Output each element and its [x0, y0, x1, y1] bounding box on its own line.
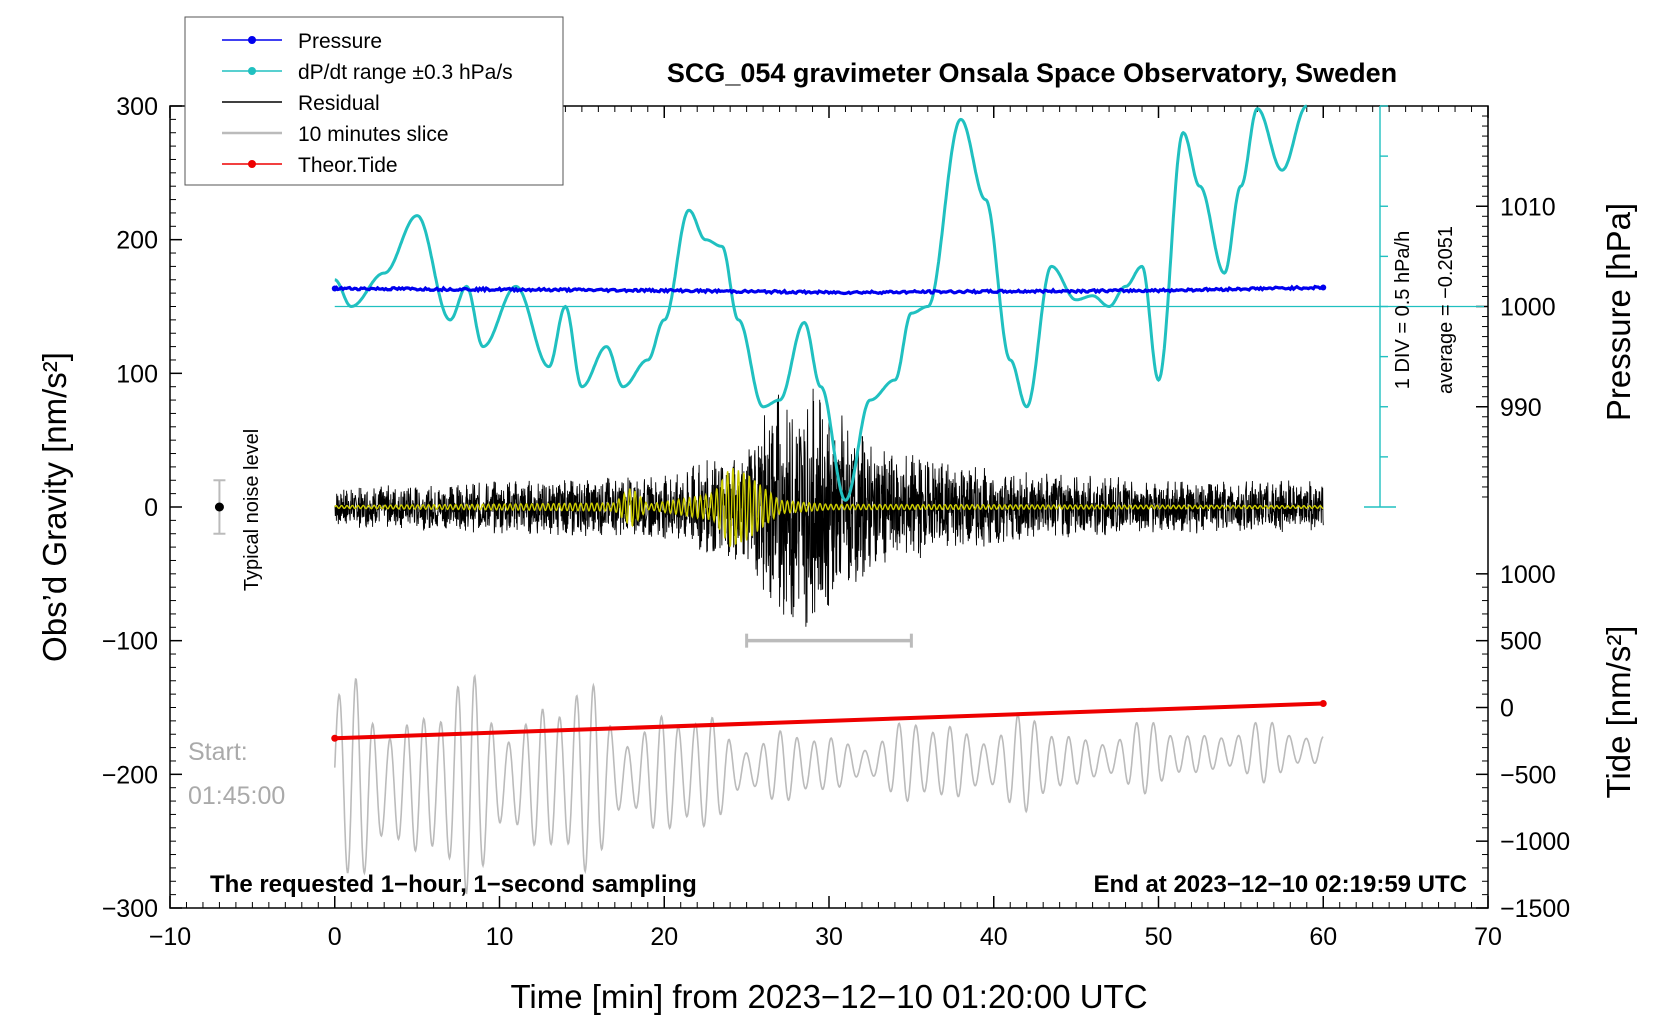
legend-label: Pressure	[298, 30, 382, 53]
pressure-tick-label: 1010	[1500, 193, 1556, 221]
x-tick-label: 60	[1309, 923, 1337, 951]
filtered-residual-series	[334, 468, 1324, 547]
y-axis-title: Obs’d Gravity [nm/s²]	[36, 352, 73, 662]
legend-marker	[248, 160, 256, 168]
pressure-tick-label: 1000	[1500, 294, 1556, 322]
y-tick-label: 200	[116, 227, 158, 255]
x-tick-label: 20	[650, 923, 678, 951]
legend-label: dP/dt range ±0.3 hPa/s	[298, 61, 513, 84]
pressure-start-point	[331, 285, 338, 292]
tide-tick-label: 0	[1500, 695, 1514, 723]
tide-tick-label: −1500	[1500, 895, 1570, 923]
pressure-axis-title: Pressure [hPa]	[1600, 203, 1637, 421]
pressure-end-point	[1320, 284, 1327, 291]
dpdt-series	[334, 104, 1484, 508]
y-tick-label: −300	[102, 895, 158, 923]
pressure-tick-label: 990	[1500, 394, 1542, 422]
y-tick-label: −100	[102, 628, 158, 656]
y-tick-label: −200	[102, 761, 158, 789]
footer-left-note: The requested 1−hour, 1−second sampling	[210, 871, 697, 898]
tide-tick-label: −500	[1500, 761, 1556, 789]
noise-level-label: Typical noise level	[241, 429, 263, 591]
x-tick-label: 30	[815, 923, 843, 951]
slice-series	[334, 673, 1324, 895]
dpdt-line	[334, 104, 1308, 502]
tide-line	[334, 701, 1324, 741]
pressure-series	[331, 284, 1327, 296]
y-tick-label: 100	[116, 360, 158, 388]
tide-series	[331, 699, 1327, 742]
x-tick-label: 10	[486, 923, 514, 951]
pressure-line	[333, 284, 1324, 296]
start-label: Start:	[188, 738, 248, 766]
tide-axis-ticks: −1500 −1000 −500 0 500 1000	[1476, 561, 1570, 923]
x-axis-title: Time [min] from 2023−12−10 01:20:00 UTC	[510, 978, 1147, 1015]
x-axis-ticks: −10 0 10 20 30 40 50 60 70	[149, 106, 1502, 951]
pressure-axis-ticks: 990 1000 1010	[1476, 115, 1556, 498]
x-tick-label: 0	[328, 923, 342, 951]
y-tick-label: 0	[144, 494, 158, 522]
x-tick-label: −10	[149, 923, 191, 951]
tide-end-point	[1319, 699, 1327, 707]
slice-line	[334, 673, 1324, 895]
legend-marker	[248, 67, 256, 75]
tide-tick-label: 1000	[1500, 561, 1556, 589]
legend-box	[184, 16, 564, 186]
chart-title: SCG_054 gravimeter Onsala Space Observat…	[667, 58, 1397, 88]
tide-tick-label: −1000	[1500, 828, 1570, 856]
pressure-div-label: 1 DIV = 0.5 hPa/h	[1392, 231, 1414, 389]
tide-start-point	[331, 734, 339, 742]
x-tick-label: 50	[1145, 923, 1173, 951]
x-tick-label: 70	[1474, 923, 1502, 951]
annotations	[213, 479, 913, 648]
tide-tick-label: 500	[1500, 628, 1542, 656]
legend-label: Theor.Tide	[298, 154, 398, 177]
y-axis-ticks: −300 −200 −100 0 100 200 300	[102, 93, 182, 923]
noise-level-point	[214, 502, 224, 512]
footer-right-note: End at 2023−12−10 02:19:59 UTC	[1093, 871, 1467, 898]
legend-label: Residual	[298, 92, 380, 115]
tide-axis-title: Tide [nm/s²]	[1600, 626, 1637, 799]
filtered-residual-line	[334, 468, 1324, 547]
average-label: average = −0.2051	[1435, 226, 1457, 394]
legend-items: Pressure dP/dt range ±0.3 hPa/s Residual 10…	[222, 30, 513, 177]
x-tick-label: 40	[980, 923, 1008, 951]
legend-label: 10 minutes slice	[298, 123, 449, 146]
y-tick-label: 300	[116, 93, 158, 121]
start-time: 01:45:00	[188, 782, 285, 810]
legend-marker	[248, 36, 256, 44]
legend: Pressure dP/dt range ±0.3 hPa/s Residual 10…	[184, 16, 564, 186]
